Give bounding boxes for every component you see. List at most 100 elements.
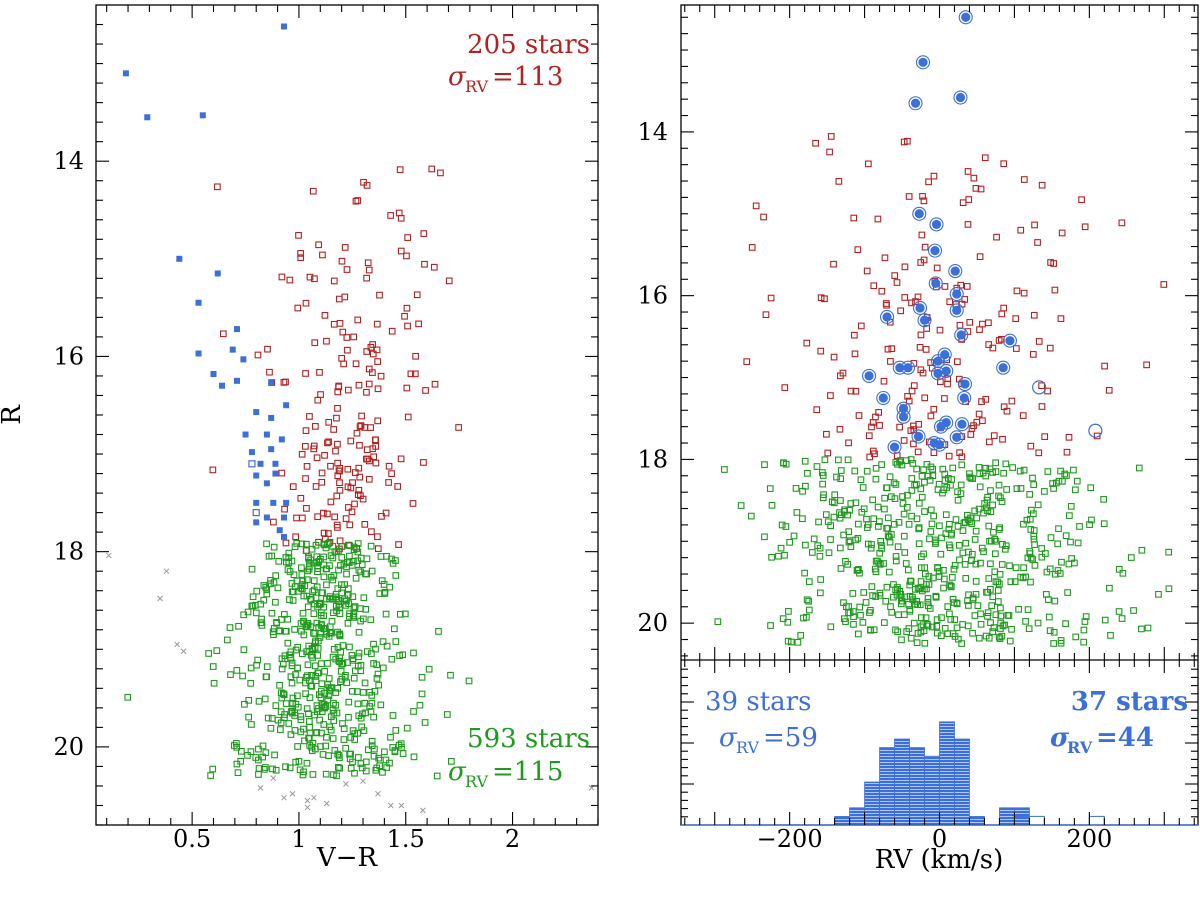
green-star-marker bbox=[272, 572, 280, 580]
green-star-marker bbox=[814, 542, 822, 550]
green-star-marker bbox=[396, 652, 403, 659]
green-star-marker bbox=[317, 612, 325, 619]
green-star-marker bbox=[846, 506, 853, 514]
blue-star-marker bbox=[195, 350, 202, 357]
red-star-marker bbox=[297, 250, 304, 257]
green-star-marker bbox=[892, 458, 900, 466]
green-star-marker bbox=[359, 615, 367, 623]
green-star-marker bbox=[976, 483, 984, 491]
blue-star-marker bbox=[253, 519, 260, 526]
green-star-marker bbox=[253, 587, 261, 595]
member-star-marker bbox=[887, 440, 902, 455]
green-star-marker bbox=[973, 514, 981, 522]
rejected-star-marker bbox=[419, 807, 426, 814]
member-star-marker bbox=[900, 360, 916, 375]
green-star-marker bbox=[366, 688, 374, 696]
green-star-marker bbox=[883, 484, 890, 492]
green-star-marker bbox=[892, 553, 900, 560]
red-star-marker bbox=[311, 423, 319, 430]
green-star-marker bbox=[374, 670, 382, 678]
hist-left-count: 39 stars bbox=[705, 687, 811, 717]
red-star-marker bbox=[297, 494, 305, 502]
green-star-marker bbox=[306, 559, 313, 567]
red-star-marker bbox=[363, 274, 370, 282]
green-star-marker bbox=[997, 612, 1005, 620]
green-star-marker bbox=[357, 554, 365, 562]
green-star-marker bbox=[954, 488, 961, 496]
green-star-marker bbox=[1002, 542, 1010, 550]
green-star-marker bbox=[389, 744, 397, 751]
green-star-marker bbox=[335, 657, 343, 665]
green-star-marker bbox=[819, 480, 826, 488]
green-star-marker bbox=[894, 543, 902, 551]
histogram-bar bbox=[879, 747, 895, 826]
green-star-marker bbox=[721, 466, 728, 473]
green-star-marker bbox=[830, 513, 838, 521]
red-star-marker bbox=[854, 246, 862, 254]
green-star-marker bbox=[1068, 555, 1075, 562]
green-star-marker bbox=[844, 456, 852, 464]
green-star-marker bbox=[851, 467, 859, 475]
green-star-marker bbox=[816, 589, 824, 597]
green-star-marker bbox=[391, 748, 399, 756]
green-star-marker bbox=[913, 465, 920, 473]
green-star-marker bbox=[1004, 611, 1012, 619]
red-star-marker bbox=[863, 267, 871, 275]
blue-star-marker bbox=[233, 326, 240, 333]
green-star-marker bbox=[994, 598, 1002, 605]
green-star-marker bbox=[975, 634, 983, 642]
red-star-marker bbox=[847, 387, 855, 395]
green-star-marker bbox=[1057, 637, 1065, 644]
green-star-marker bbox=[939, 465, 947, 473]
red-star-marker bbox=[264, 345, 271, 353]
green-star-marker bbox=[263, 590, 271, 598]
green-star-marker bbox=[1073, 477, 1081, 485]
red-star-marker bbox=[850, 214, 858, 222]
green-star-marker bbox=[294, 743, 301, 750]
green-star-marker bbox=[928, 623, 936, 631]
green-star-marker bbox=[298, 585, 306, 593]
green-star-marker bbox=[1130, 607, 1137, 614]
green-star-marker bbox=[1058, 558, 1065, 566]
green-star-marker bbox=[817, 576, 825, 583]
green-star-marker bbox=[1063, 472, 1070, 479]
red-star-marker bbox=[1020, 289, 1028, 297]
red-star-marker bbox=[298, 450, 306, 458]
blue-star-marker bbox=[263, 480, 270, 487]
rejected-star-marker bbox=[257, 785, 264, 791]
green-star-marker bbox=[263, 663, 271, 671]
green-star-marker bbox=[997, 619, 1004, 627]
green-star-marker bbox=[992, 611, 1000, 619]
red-star-marker bbox=[397, 247, 405, 255]
green-star-marker bbox=[368, 742, 376, 750]
red-star-marker bbox=[282, 539, 290, 547]
green-star-marker bbox=[351, 730, 359, 737]
green-star-marker bbox=[247, 679, 255, 687]
green-star-marker bbox=[934, 564, 941, 572]
green-star-marker bbox=[801, 457, 809, 465]
green-star-marker bbox=[351, 736, 359, 743]
green-star-marker bbox=[1008, 625, 1015, 633]
green-star-marker bbox=[320, 573, 328, 581]
green-star-marker bbox=[994, 587, 1002, 594]
green-star-marker bbox=[862, 599, 870, 606]
red-star-marker bbox=[1027, 442, 1035, 450]
green-star-marker bbox=[997, 494, 1004, 502]
green-star-marker bbox=[297, 728, 305, 736]
red-star-marker bbox=[959, 199, 967, 207]
green-star-marker bbox=[237, 757, 245, 765]
green-star-marker bbox=[284, 566, 292, 573]
red-star-marker bbox=[382, 509, 390, 517]
green-star-marker bbox=[1012, 564, 1020, 572]
red-star-marker bbox=[1038, 382, 1045, 390]
green-star-marker bbox=[761, 461, 768, 469]
red-star-marker bbox=[335, 295, 343, 303]
red-star-marker bbox=[286, 276, 294, 284]
green-star-marker bbox=[1031, 541, 1038, 548]
green-star-marker bbox=[240, 646, 248, 654]
member-star-marker bbox=[953, 90, 968, 105]
green-star-marker bbox=[350, 604, 358, 612]
green-star-marker bbox=[285, 720, 293, 727]
green-star-marker bbox=[859, 484, 867, 491]
green-star-marker bbox=[914, 630, 922, 637]
